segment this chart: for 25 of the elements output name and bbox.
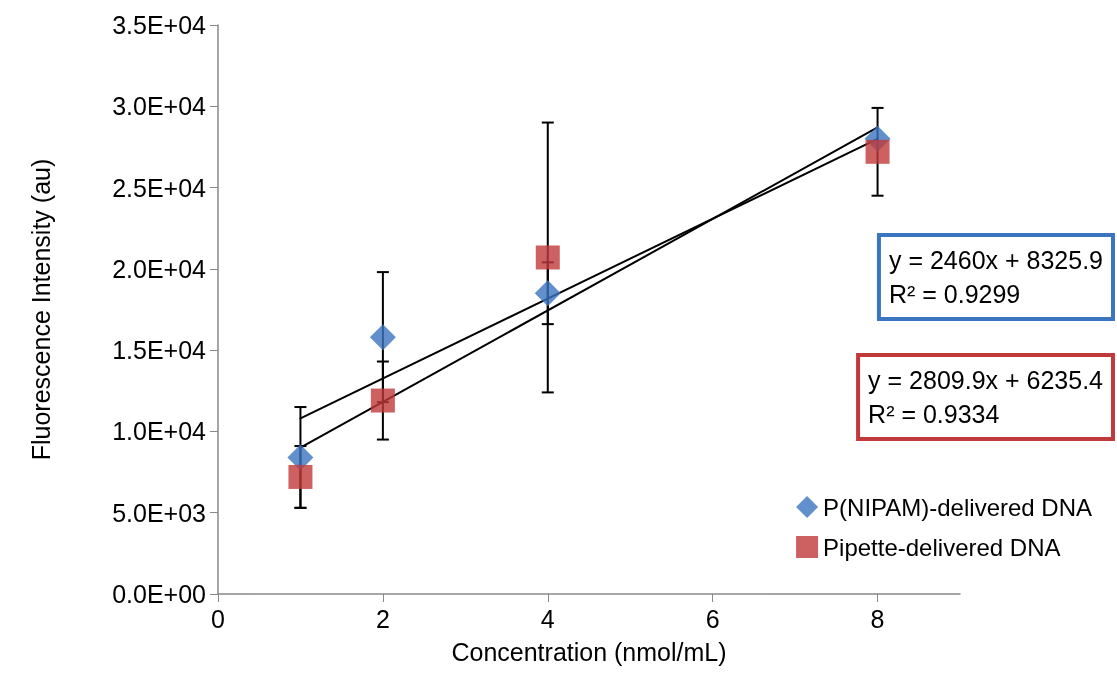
- x-tick-label: 2: [375, 604, 390, 633]
- y-tick-label: 3.5E+04: [112, 11, 207, 39]
- y-tick-label: 2.0E+04: [112, 254, 207, 283]
- point: [369, 324, 396, 351]
- point: [370, 388, 395, 413]
- y-tick-label: 2.5E+04: [112, 173, 207, 202]
- point: [288, 464, 313, 489]
- x-tick-label: 0: [211, 604, 225, 633]
- y-tick-label: 0.0E+00: [112, 580, 206, 608]
- x-axis-title: Concentration (nmol/mL): [451, 637, 727, 666]
- point: [865, 139, 890, 164]
- point: [534, 280, 561, 307]
- legend-label: P(NIPAM)-delivered DNA: [823, 493, 1093, 521]
- x-tick-label: 8: [870, 604, 885, 633]
- legend-label: Pipette-delivered DNA: [823, 533, 1061, 561]
- y-tick-label: 1.5E+04: [112, 336, 207, 365]
- point: [535, 245, 560, 270]
- y-tick-label: 3.0E+04: [112, 92, 207, 121]
- x-tick-label: 6: [705, 604, 720, 633]
- y-axis-title: Fluorescence Intensity (au): [26, 158, 55, 461]
- annotation: y = 2809.9x + 6235.4 R² = 0.9334: [868, 366, 1104, 428]
- y-tick-label: 1.0E+04: [112, 417, 207, 446]
- annotation: y = 2460x + 8325.9 R² = 0.9299: [888, 246, 1103, 308]
- x-tick-label: 4: [540, 604, 555, 633]
- y-tick-label: 5.0E+03: [112, 498, 206, 527]
